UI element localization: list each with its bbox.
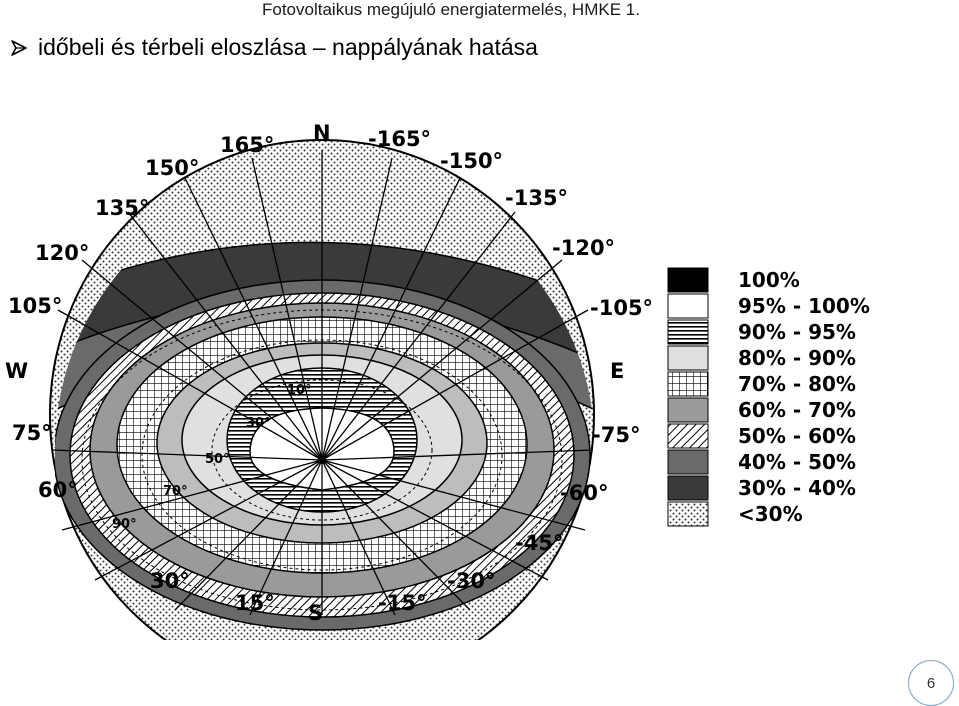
azimuth-lines [51, 150, 593, 616]
azimuth-label-120: 120° [35, 241, 89, 265]
slide-header-title: Fotovoltaikus megújuló energiatermelés, … [262, 0, 640, 19]
tilt-label-10: 10° [287, 383, 312, 398]
legend-swatch-under-30 [667, 501, 709, 527]
azimuth-label-165: 165° [220, 133, 274, 157]
legend-swatch-80-90 [667, 345, 709, 371]
azimuth-label-minus-60: -60° [560, 481, 608, 505]
page-number-badge: 6 [908, 660, 954, 706]
azimuth-label-30: 30° [150, 569, 190, 593]
azimuth-label-minus-30: -30° [447, 569, 495, 593]
tilt-label-30: 30° [246, 416, 271, 431]
legend-label-80-90: 80% - 90% [738, 346, 856, 370]
azimuth-label-minus-105: -105° [590, 296, 653, 320]
irradiation-diagram-svg: N S W E 165° 150° 135° 120° 105° 75° 60°… [5, 121, 870, 691]
azimuth-label-150: 150° [145, 156, 199, 180]
compass-west: W [5, 359, 28, 383]
legend [667, 267, 709, 527]
page-number: 6 [926, 674, 936, 692]
azimuth-label-60: 60° [38, 478, 78, 502]
azimuth-label-105: 105° [8, 294, 62, 318]
irradiation-diagram: N S W E 165° 150° 135° 120° 105° 75° 60°… [0, 110, 959, 691]
azimuth-label-minus-165: -165° [368, 127, 431, 151]
compass-east: E [610, 359, 624, 383]
legend-label-30-40: 30% - 40% [738, 476, 856, 500]
legend-swatch-30-40 [667, 475, 709, 501]
legend-swatch-100 [667, 267, 709, 293]
legend-swatch-50-60 [667, 423, 709, 449]
legend-swatch-60-70 [667, 397, 709, 423]
azimuth-label-minus-120: -120° [552, 236, 615, 260]
legend-label-50-60: 50% - 60% [738, 424, 856, 448]
compass-north: N [313, 121, 331, 145]
azimuth-label-minus-75: -75° [592, 423, 640, 447]
legend-label-70-80: 70% - 80% [738, 372, 856, 396]
azimuth-label-minus-135: -135° [505, 186, 568, 210]
bullet-text: időbeli és térbeli eloszlása – nappályán… [38, 34, 538, 60]
tilt-label-50: 50° [205, 452, 230, 467]
legend-label-60-70: 60% - 70% [738, 398, 856, 422]
legend-swatch-40-50 [667, 449, 709, 475]
zenith-dot [318, 456, 326, 464]
legend-label-100: 100% [738, 268, 800, 292]
bullet-row: időbeli és térbeli eloszlása – nappályán… [10, 34, 538, 61]
legend-swatch-90-95 [667, 319, 709, 345]
legend-swatch-95-100 [667, 293, 709, 319]
legend-label-90-95: 90% - 95% [738, 320, 856, 344]
legend-label-40-50: 40% - 50% [738, 450, 856, 474]
azimuth-label-minus-45: -45° [515, 531, 563, 555]
azimuth-label-minus-150: -150° [440, 149, 503, 173]
arrow-bullet-icon [11, 39, 27, 56]
legend-label-95-100: 95% - 100% [738, 294, 870, 318]
legend-label-under-30: <30% [738, 502, 803, 526]
tilt-label-70: 70° [163, 484, 188, 499]
azimuth-label-135: 135° [95, 196, 149, 220]
azimuth-label-75: 75° [12, 421, 52, 445]
tilt-label-90: 90° [112, 517, 137, 532]
efficiency-rings [55, 241, 595, 631]
tilt-rings [81, 309, 563, 611]
legend-swatch-70-80 [667, 371, 709, 397]
compass-south: S [308, 601, 323, 625]
azimuth-label-minus-15: -15° [378, 591, 426, 615]
azimuth-label-15: 15° [235, 591, 275, 615]
